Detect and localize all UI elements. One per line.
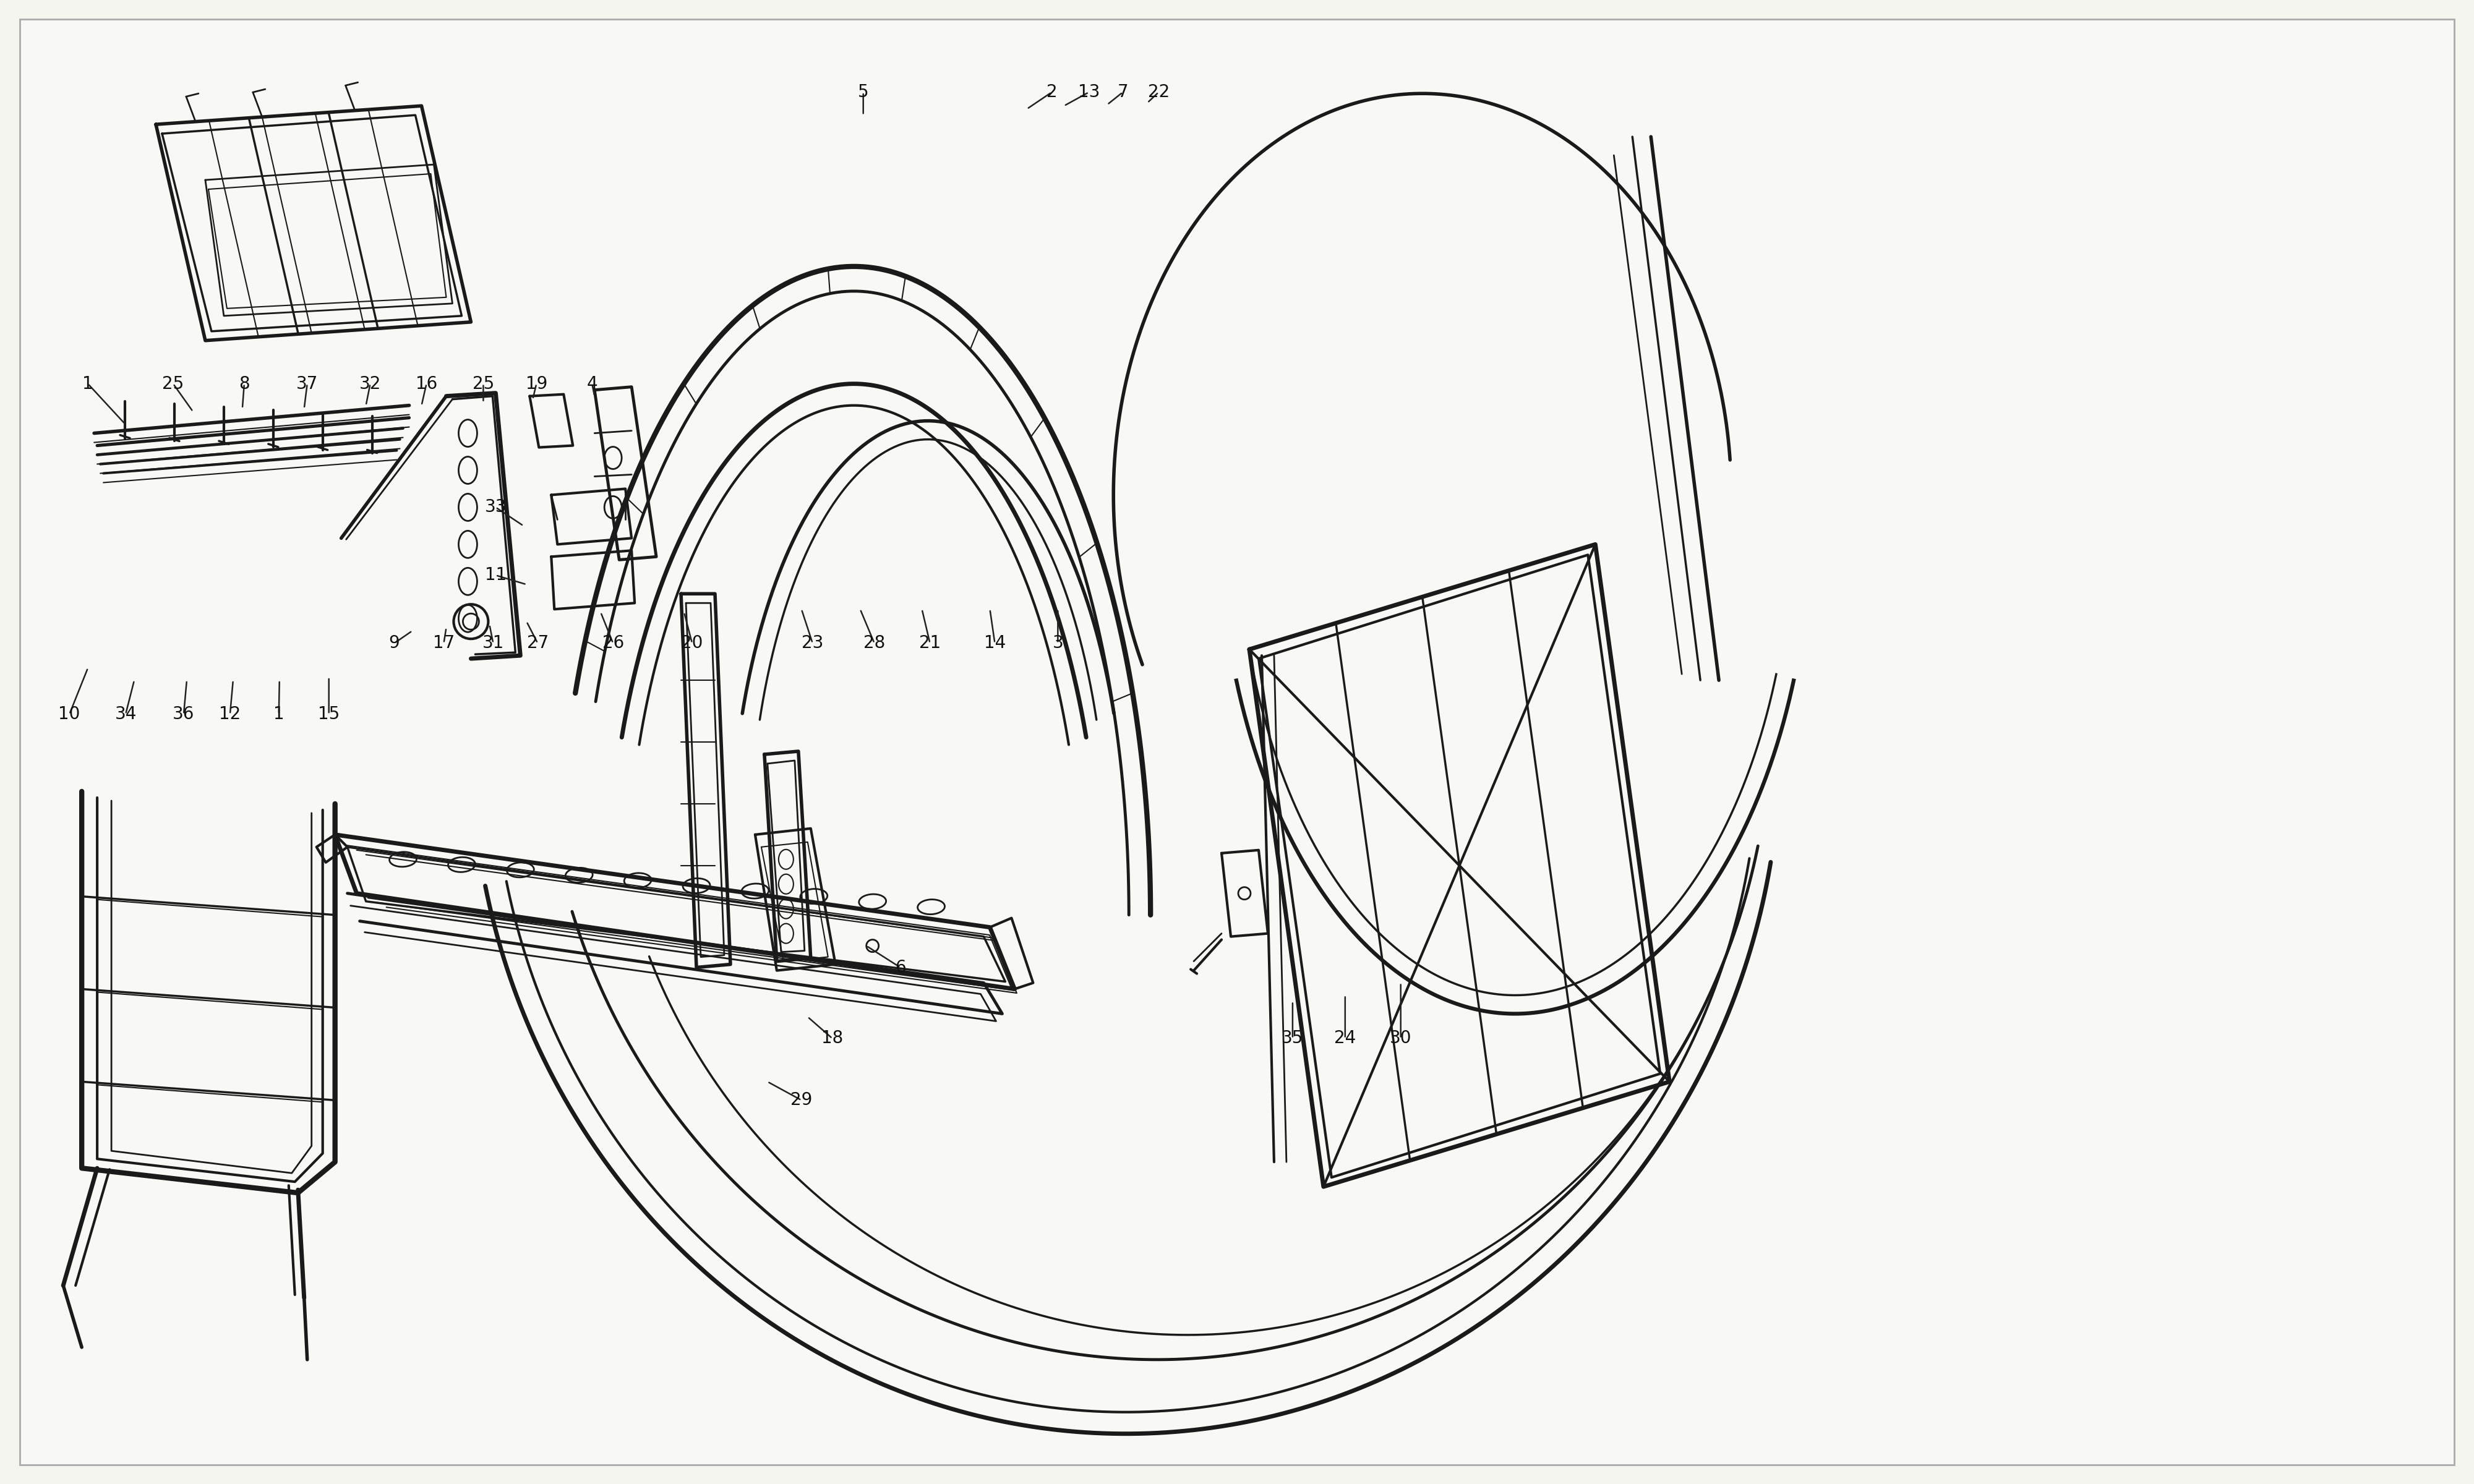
FancyBboxPatch shape [20,19,2454,1465]
Text: 23: 23 [802,635,824,651]
Text: 29: 29 [792,1092,811,1109]
Text: 14: 14 [985,635,1007,651]
Text: 19: 19 [524,375,547,392]
Text: 9: 9 [388,635,401,651]
Text: 3: 3 [1051,635,1064,651]
Text: 15: 15 [319,705,339,723]
Text: 8: 8 [240,375,250,392]
Text: 32: 32 [359,375,381,392]
Text: 31: 31 [482,635,505,651]
Text: 35: 35 [1282,1030,1304,1048]
Text: 27: 27 [527,635,549,651]
Text: 13: 13 [1079,83,1098,101]
Text: 4: 4 [586,375,599,392]
Text: 7: 7 [1118,83,1128,101]
Text: 26: 26 [601,635,623,651]
Text: 36: 36 [173,705,195,723]
Text: 25: 25 [163,375,183,392]
Text: 1: 1 [82,375,94,392]
Text: 37: 37 [297,375,319,392]
Text: 24: 24 [1333,1030,1356,1048]
Text: 30: 30 [1390,1030,1413,1048]
Text: 12: 12 [220,705,240,723]
Text: 28: 28 [863,635,886,651]
Text: 2: 2 [1047,83,1056,101]
Text: 20: 20 [680,635,703,651]
Text: 25: 25 [473,375,495,392]
Text: 33: 33 [485,499,507,516]
Text: 1: 1 [272,705,285,723]
Text: 18: 18 [821,1030,844,1048]
Text: 34: 34 [114,705,136,723]
Text: 5: 5 [858,83,868,101]
Text: 22: 22 [1148,83,1170,101]
Text: 17: 17 [433,635,455,651]
Text: 21: 21 [918,635,940,651]
Text: 6: 6 [896,959,905,976]
Text: 16: 16 [416,375,438,392]
Text: 11: 11 [485,567,507,583]
Text: 10: 10 [59,705,79,723]
